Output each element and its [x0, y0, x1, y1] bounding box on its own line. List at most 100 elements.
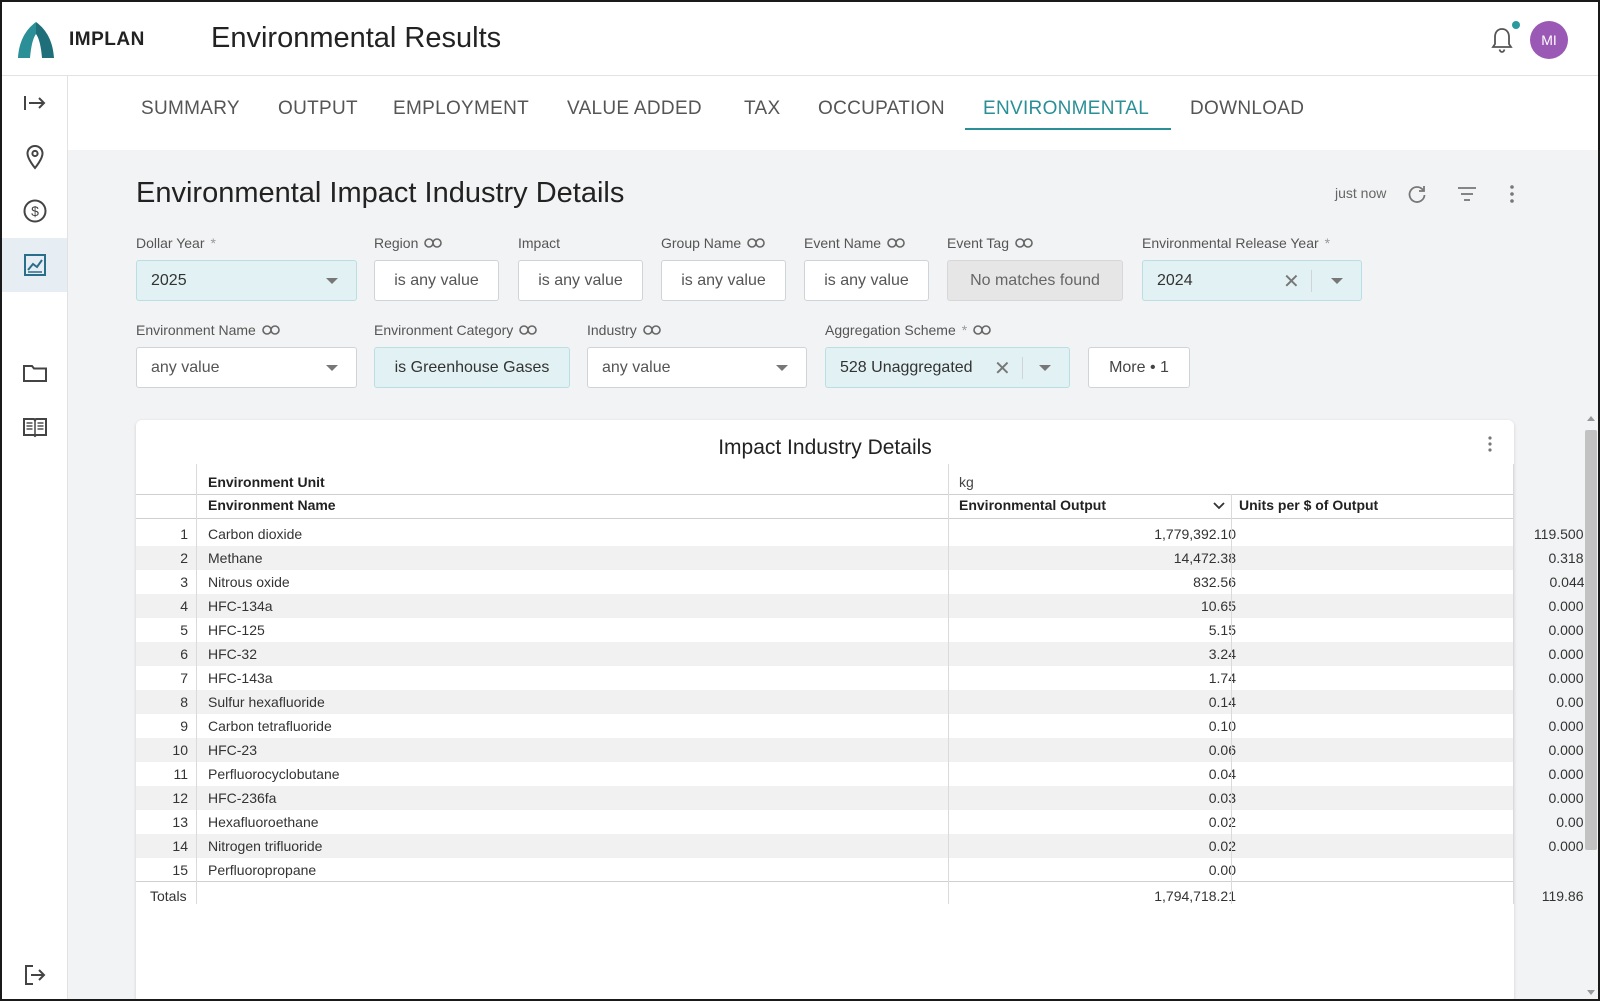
tab-employment[interactable]: EMPLOYMENT	[393, 98, 530, 119]
event-name-filter[interactable]: is any value	[804, 260, 929, 301]
link-icon[interactable]	[747, 237, 765, 249]
totals-output: 1,794,718.21	[1154, 888, 1236, 904]
page-title: Environmental Impact Industry Details	[136, 177, 625, 209]
link-icon[interactable]	[424, 237, 443, 249]
dollar-year-value: 2025	[151, 271, 187, 289]
link-icon[interactable]	[973, 324, 992, 336]
clear-icon[interactable]: ✕	[994, 358, 1011, 380]
environment-category-filter[interactable]: is Greenhouse Gases	[374, 347, 570, 388]
units-per-dollar-cell: 119.5009146328	[1533, 526, 1598, 542]
table-row[interactable]: 13 Hexafluoroethane 0.02 0.000001779	[136, 810, 1598, 834]
card-menu-icon[interactable]	[1482, 434, 1498, 454]
environment-name-label-text: Environment Name	[136, 322, 256, 338]
tab-summary[interactable]: SUMMARY	[141, 98, 240, 119]
table-row[interactable]: 2 Methane 14,472.38 0.3183643496	[136, 546, 1598, 570]
chevron-down-icon	[326, 365, 338, 371]
link-icon[interactable]	[1015, 237, 1033, 249]
group-name-label-text: Group Name	[661, 235, 742, 251]
event-tag-filter[interactable]: No matches found	[947, 260, 1123, 301]
region-filter[interactable]: is any value	[374, 260, 499, 301]
table-row[interactable]: 7 HFC-143a 1.74 0.0001266362	[136, 666, 1598, 690]
table-row[interactable]: 14 Nitrogen trifluoride 0.02 0.0000018325	[136, 834, 1598, 858]
dollar-year-label-text: Dollar Year	[136, 235, 205, 251]
tab-output[interactable]: OUTPUT	[278, 98, 358, 119]
link-icon[interactable]	[262, 324, 280, 336]
row-number: 12	[172, 790, 188, 806]
tab-value-added[interactable]: VALUE ADDED	[567, 98, 702, 119]
row-number: 8	[180, 694, 188, 710]
industry-label: Industry	[587, 322, 661, 338]
table-row[interactable]: 12 HFC-236fa 0.03 0.0000022388	[136, 786, 1598, 810]
more-options-icon[interactable]	[1501, 183, 1523, 205]
scroll-down-arrow-icon[interactable]	[1587, 990, 1595, 995]
scroll-up-arrow-icon[interactable]	[1587, 416, 1595, 421]
tab-occupation[interactable]: OCCUPATION	[818, 98, 945, 119]
environmental-output-cell: 0.06	[1208, 742, 1236, 758]
row-number: 15	[172, 862, 188, 878]
sidebar-expand-button[interactable]	[2, 76, 67, 130]
impact-filter[interactable]: is any value	[518, 260, 643, 301]
table-row[interactable]: 5 HFC-125 5.15 0.0003109396	[136, 618, 1598, 642]
refresh-icon[interactable]	[1406, 183, 1428, 205]
industry-label-text: Industry	[587, 322, 637, 338]
chevron-down-icon[interactable]	[1331, 278, 1343, 284]
header-divider	[136, 518, 1514, 519]
scrollbar-thumb[interactable]	[1585, 430, 1597, 850]
table-row[interactable]: 10 HFC-23 0.06 0.0000095812	[136, 738, 1598, 762]
table-row[interactable]: 9 Carbon tetrafluoride 0.10 0.0000226076	[136, 714, 1598, 738]
dollar-year-select[interactable]: 2025	[136, 260, 357, 301]
environment-name-cell: Carbon dioxide	[208, 526, 303, 542]
table-row[interactable]: 6 HFC-32 3.24 0.0001758725	[136, 642, 1598, 666]
column-header-environment-name[interactable]: Environment Name	[208, 497, 336, 513]
environmental-output-cell: 832.56	[1193, 574, 1236, 590]
link-icon[interactable]	[887, 237, 905, 249]
environmental-output-cell: 0.02	[1208, 838, 1236, 854]
industry-select[interactable]: any value	[587, 347, 807, 388]
row-number: 2	[180, 550, 188, 566]
sidebar-item-results[interactable]	[2, 238, 67, 292]
active-tab-indicator	[965, 128, 1171, 130]
aggregation-scheme-select[interactable]: 528 Unaggregated ✕	[825, 347, 1070, 388]
sidebar-item-projects[interactable]	[2, 346, 67, 400]
sidebar-item-help[interactable]	[2, 400, 67, 454]
table-row[interactable]: 11 Perfluorocyclobutane 0.04 0.0000073024	[136, 762, 1598, 786]
release-year-select[interactable]: 2024 ✕	[1142, 260, 1362, 301]
environment-name-cell: HFC-125	[208, 622, 265, 638]
sidebar-logout-button[interactable]	[2, 948, 67, 999]
units-per-dollar-cell: 0.0000226076	[1548, 718, 1598, 734]
environment-name-value: any value	[151, 358, 220, 376]
units-per-dollar-cell: 0.0000018325	[1548, 838, 1598, 854]
industry-value: any value	[602, 358, 671, 376]
group-name-filter[interactable]: is any value	[661, 260, 786, 301]
sidebar-item-regions[interactable]	[2, 130, 67, 184]
link-icon[interactable]	[643, 324, 661, 336]
column-header-units-per-dollar[interactable]: Units per $ of Output	[1239, 497, 1379, 513]
clear-icon[interactable]: ✕	[1283, 271, 1300, 293]
tab-environmental[interactable]: ENVIRONMENTAL	[983, 98, 1150, 119]
table-row[interactable]: 3 Nitrous oxide 832.56 0.0446978411	[136, 570, 1598, 594]
event-name-label: Event Name	[804, 235, 905, 251]
environment-name-select[interactable]: any value	[136, 347, 357, 388]
sort-chevron-down-icon[interactable]	[1213, 502, 1225, 510]
folder-icon	[22, 365, 47, 382]
table-row[interactable]: 8 Sulfur hexafluoride 0.14 0.000004672	[136, 690, 1598, 714]
tab-tax[interactable]: TAX	[744, 98, 781, 119]
sidebar-item-impacts[interactable]: $	[2, 184, 67, 238]
tab-download[interactable]: DOWNLOAD	[1190, 98, 1305, 119]
implan-logo-icon[interactable]	[16, 20, 56, 60]
row-number: 5	[180, 622, 188, 638]
link-icon[interactable]	[519, 324, 538, 336]
row-number: 1	[180, 526, 188, 542]
table-row[interactable]: 4 HFC-134a 10.65 0.0007878804	[136, 594, 1598, 618]
filter-icon[interactable]	[1456, 183, 1478, 205]
user-avatar[interactable]: MI	[1530, 21, 1568, 59]
expand-arrow-icon	[23, 96, 45, 110]
table-row[interactable]: 1 Carbon dioxide 1,779,392.10 119.500914632…	[136, 522, 1598, 546]
chevron-down-icon[interactable]	[1039, 365, 1051, 371]
notification-bell-icon[interactable]	[1490, 26, 1514, 54]
column-header-environmental-output[interactable]: Environmental Output	[959, 497, 1106, 513]
table-row[interactable]: 15 Perfluoropropane 0.006.93e-8	[136, 858, 1598, 882]
dollar-circle-icon: $	[23, 199, 46, 223]
more-filters-button[interactable]: More • 1	[1088, 347, 1190, 388]
